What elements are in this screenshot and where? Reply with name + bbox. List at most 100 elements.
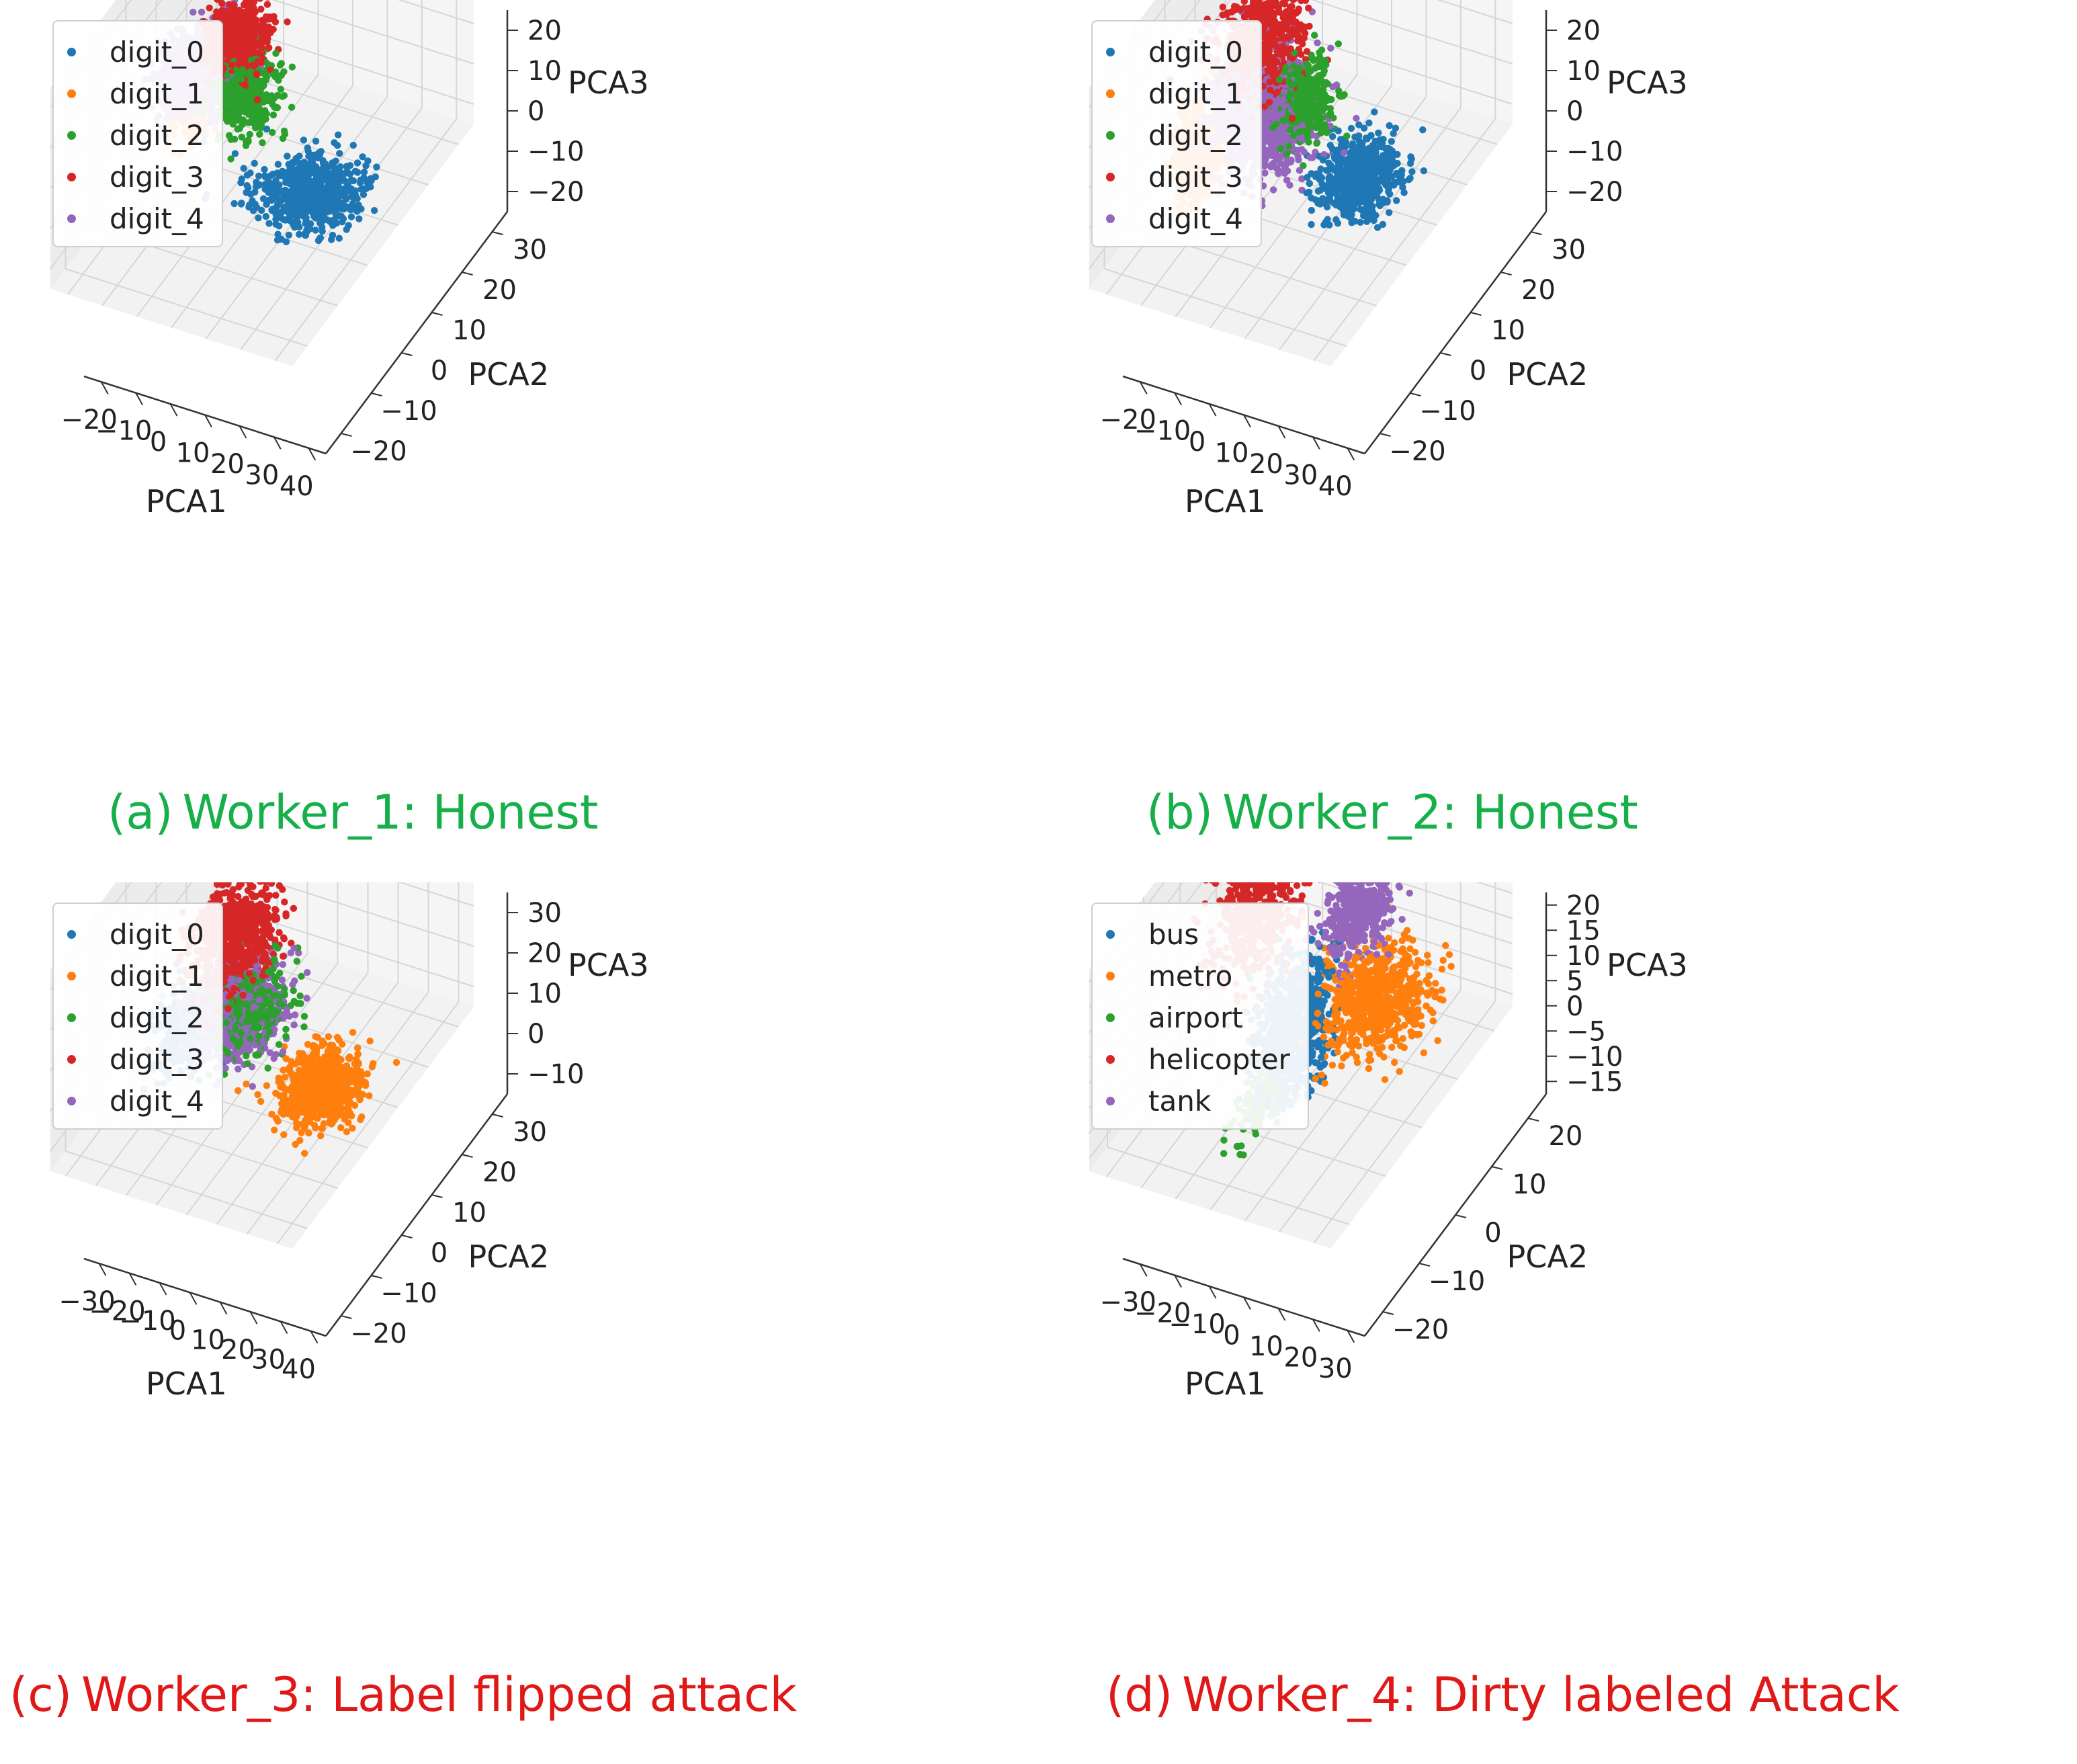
point-digit_0 [255, 172, 263, 180]
point-digit_2 [1311, 56, 1318, 64]
point-digit_2 [1294, 69, 1301, 76]
gridline [1437, 0, 1513, 24]
point-digit_4 [1353, 114, 1360, 122]
point-digit_2 [288, 63, 296, 71]
point-digit_0 [1371, 108, 1378, 116]
point-digit_2 [224, 118, 231, 125]
point-digit_0 [284, 177, 292, 185]
point-digit_2 [1339, 92, 1347, 99]
point-digit_0 [1365, 119, 1373, 127]
point-digit_0 [259, 195, 267, 202]
point-digit_0 [251, 159, 258, 167]
point-digit_3 [236, 7, 243, 14]
point-digit_0 [319, 227, 326, 235]
point-digit_0 [286, 171, 294, 179]
point-digit_0 [316, 151, 324, 159]
point-digit_3 [266, 0, 270, 1]
point-digit_3 [249, 4, 257, 11]
point-digit_3 [1292, 18, 1300, 26]
x-tick-label: 40 [1318, 471, 1353, 502]
point-digit_0 [243, 182, 251, 190]
legend-label: digit_4 [110, 202, 204, 235]
point-digit_3 [228, 26, 235, 34]
legend-marker [67, 172, 76, 181]
z-tick-label: −10 [527, 136, 584, 167]
x-tick-label: 30 [245, 460, 279, 491]
point-digit_0 [360, 169, 368, 176]
point-digit_2 [258, 109, 266, 116]
point-digit_0 [367, 183, 374, 191]
point-digit_0 [231, 150, 239, 157]
point-digit_2 [238, 75, 245, 83]
legend-entry: digit_4 [67, 198, 204, 239]
point-digit_3 [270, 13, 278, 20]
point-digit_2 [262, 115, 269, 123]
point-digit_3 [1288, 3, 1296, 10]
y-tick-label: −20 [1389, 436, 1445, 467]
point-digit_0 [253, 179, 260, 186]
point-digit_2 [244, 105, 251, 112]
point-digit_0 [294, 210, 302, 218]
point-digit_2 [239, 120, 247, 128]
point-digit_0 [318, 218, 326, 226]
point-digit_0 [335, 173, 343, 181]
legend-entry: digit_2 [67, 114, 204, 156]
point-digit_0 [285, 231, 293, 239]
point-digit_0 [364, 157, 372, 165]
point-digit_2 [246, 98, 253, 106]
point-digit_0 [343, 163, 351, 170]
point-digit_0 [1392, 124, 1400, 132]
gridline [1279, 107, 1461, 350]
x-tick [1208, 403, 1217, 417]
x-tick-label: −10 [95, 416, 152, 447]
point-digit_0 [294, 177, 302, 184]
legend-label: digit_2 [110, 118, 204, 152]
point-digit_3 [1287, 15, 1294, 22]
point-digit_2 [261, 75, 269, 83]
point-digit_0 [240, 165, 247, 172]
point-digit_0 [277, 187, 284, 195]
z-tick-label: −20 [1566, 177, 1623, 208]
point-digit_3 [243, 39, 250, 46]
point-digit_0 [336, 150, 343, 157]
point-digit_0 [296, 153, 303, 160]
x-tick-label: −10 [1134, 416, 1191, 447]
x-axis-title: PCA1 [1185, 483, 1266, 519]
y-tick-label: −20 [350, 436, 407, 467]
point-digit_3 [271, 18, 280, 26]
point-digit_3 [1298, 0, 1305, 5]
point-digit_2 [1304, 66, 1312, 73]
point-digit_0 [353, 159, 362, 167]
point-digit_3 [1287, 28, 1294, 35]
gridline [65, 268, 308, 347]
point-digit_2 [1316, 49, 1323, 56]
point-digit_0 [313, 192, 321, 200]
point-digit_2 [1303, 60, 1310, 68]
point-digit_0 [274, 230, 282, 238]
point-digit_0 [263, 125, 271, 133]
point-digit_0 [339, 190, 346, 198]
y-tick-label: 10 [1491, 315, 1525, 346]
point-digit_2 [263, 59, 270, 67]
point-digit_0 [359, 191, 368, 198]
point-digit_0 [297, 160, 304, 168]
x-tick-label: 20 [1249, 449, 1283, 480]
point-digit_0 [297, 204, 304, 212]
point-digit_3 [219, 11, 227, 19]
point-digit_0 [306, 188, 314, 196]
gridline [1313, 118, 1496, 362]
point-digit_0 [316, 235, 324, 242]
point-digit_0 [299, 212, 307, 220]
point-digit_3 [1265, 8, 1273, 15]
x-tick-label: 20 [210, 449, 245, 480]
point-digit_4 [1261, 162, 1269, 170]
point-digit_2 [280, 68, 288, 76]
point-digit_0 [335, 131, 342, 138]
point-digit_2 [1311, 32, 1318, 39]
gridline [171, 85, 353, 329]
point-digit_3 [1271, 17, 1279, 25]
point-digit_0 [308, 152, 315, 159]
point-digit_0 [312, 137, 320, 145]
z-tick-label: 10 [1566, 56, 1601, 87]
y-tick [371, 392, 382, 396]
